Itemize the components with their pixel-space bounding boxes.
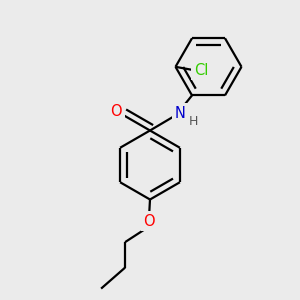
Text: H: H <box>189 115 199 128</box>
Text: N: N <box>175 106 186 121</box>
Text: O: O <box>111 104 122 119</box>
Text: O: O <box>143 214 155 229</box>
Text: Cl: Cl <box>194 63 208 78</box>
